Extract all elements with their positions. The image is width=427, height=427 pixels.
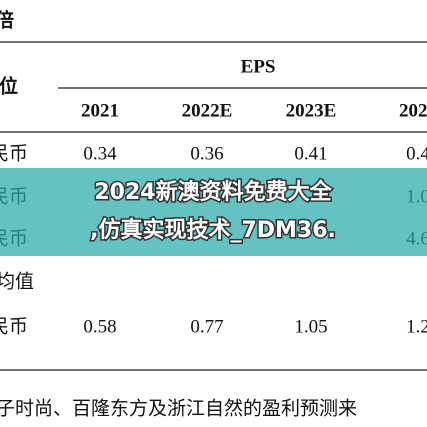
corner-top: 倍 [0, 8, 14, 31]
group-header: EPS [241, 56, 276, 77]
cell-value: 0.4 [406, 143, 427, 164]
cell-value: 1.2 [406, 316, 427, 337]
footer-text: 子时尚、百隆东方及浙江自然的盈利预测来 [0, 397, 357, 419]
banner-band [0, 168, 427, 256]
corner-bottom: 位 [0, 74, 18, 97]
column-header: 2024 [399, 100, 427, 121]
banner-line: ,仿真实现技术_7DM36. [90, 217, 336, 243]
column-header: 2022E [182, 100, 233, 121]
banner-line: 2024新澳资料免费大全 [94, 179, 332, 205]
cell-value: 0.77 [190, 316, 223, 337]
cell-value: 0.36 [190, 143, 223, 164]
cell-value: 0.41 [294, 143, 327, 164]
row-label: 人民币 [0, 142, 28, 164]
cell-value: 0.58 [83, 316, 116, 337]
column-header: 2021 [81, 100, 119, 121]
row-label: 人民币 [0, 315, 28, 337]
cell-value: 1.05 [294, 316, 327, 337]
row-label: 均值 [0, 270, 34, 292]
column-header: 2023E [286, 100, 337, 121]
cell-value: 0.34 [83, 143, 117, 164]
